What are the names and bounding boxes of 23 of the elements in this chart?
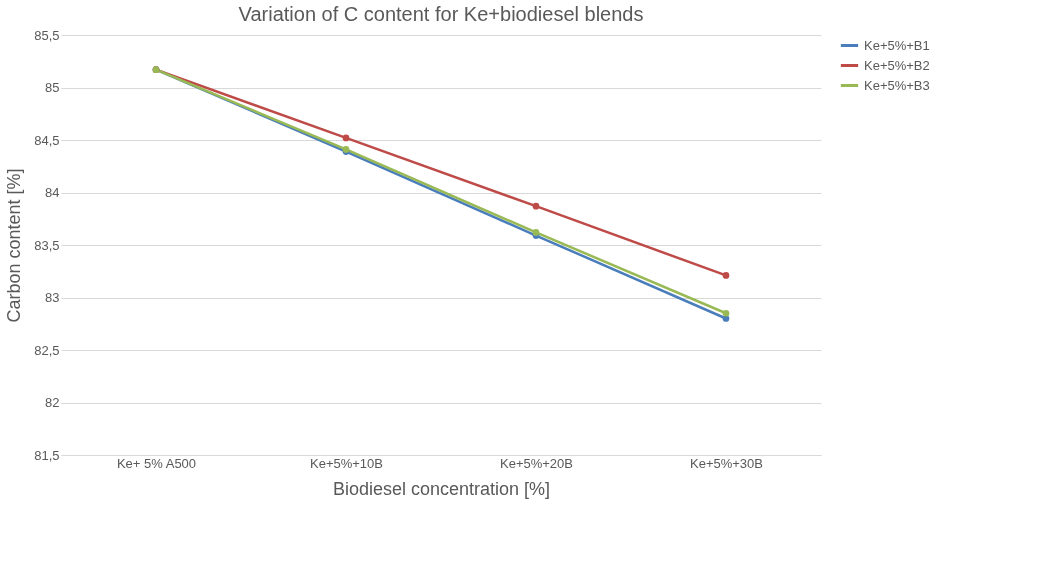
x-axis-title: Biodiesel concentration [%] (332, 478, 551, 499)
point (342, 134, 350, 142)
chart-title: Variation of C content for Ke+biodiesel blends (238, 3, 644, 25)
y-tick-label: 81,5 (34, 447, 60, 463)
y-tick-label: 83,5 (34, 237, 60, 253)
x-tick-label: Ke+5%+10B (309, 455, 384, 471)
point (532, 202, 540, 210)
y-tick-label: 85 (45, 80, 60, 95)
point (722, 309, 730, 317)
y-axis-title: Carbon content [%] (4, 168, 25, 323)
x-tick-label: Ke+ 5% A500 (116, 455, 197, 471)
x-tick-label: Ke+5%+20B (499, 455, 574, 471)
point (722, 272, 730, 279)
y-tick-label: 83 (45, 290, 60, 305)
legend-label: Ke+5%+B3 (864, 77, 930, 93)
y-tick-label: 85,5 (34, 27, 60, 43)
y-tick-label: 82 (45, 395, 60, 410)
x-tick-label: Ke+5%+30B (689, 455, 764, 471)
y-tick-label: 84 (45, 185, 60, 200)
legend-label: Ke+5%+B1 (864, 37, 930, 53)
legend-label: Ke+5%+B2 (864, 57, 930, 73)
y-tick-label: 84,5 (34, 132, 60, 148)
y-tick-label: 82,5 (34, 342, 60, 358)
